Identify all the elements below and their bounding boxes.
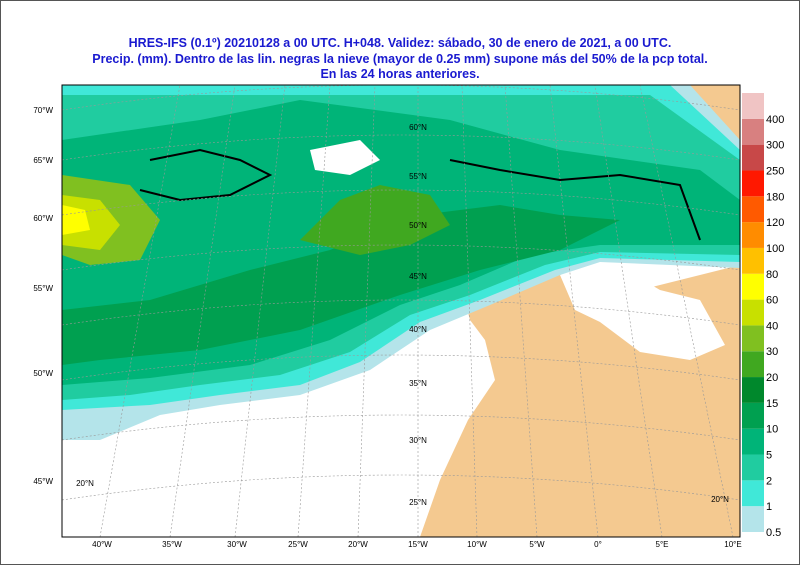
lat-label: 50°N (409, 221, 427, 230)
legend-swatch (742, 299, 764, 326)
legend-swatch (742, 247, 764, 274)
legend-swatch (742, 170, 764, 197)
lon-label: 10°W (467, 540, 487, 549)
legend: 0.5 1 2 5 10 15 20 30 40 60 80 100 120 180 250 300 400 (742, 93, 784, 539)
lon-label: 25°W (288, 540, 308, 549)
legend-swatch (742, 480, 764, 507)
lon-label: 20°W (348, 540, 368, 549)
title-line: En las 24 horas anteriores. (320, 67, 479, 81)
legend-swatch (742, 93, 764, 119)
legend-label: 20 (766, 372, 778, 384)
legend-swatch (742, 144, 764, 171)
lat-label: 60°N (409, 123, 427, 132)
legend-label: 60 (766, 295, 778, 307)
lat-label: 30°N (409, 436, 427, 445)
lat-label: 20°N (711, 495, 729, 504)
lon-label: 65°W (33, 156, 53, 165)
title-line: Precip. (mm). Dentro de las lin. negras … (92, 52, 707, 66)
lon-label: 70°W (33, 106, 53, 115)
legend-label: 120 (766, 217, 784, 229)
legend-swatch (742, 222, 764, 248)
legend-label: 100 (766, 243, 784, 255)
legend-swatch (742, 454, 764, 481)
legend-label: 300 (766, 140, 784, 152)
labels: 70°W 65°W 60°W 55°W 50°W 45°W 40°W 35°W 30°W 25°W… (33, 106, 741, 549)
lon-label: 50°W (33, 369, 53, 378)
legend-label: 40 (766, 320, 778, 332)
lon-label: 35°W (162, 540, 182, 549)
legend-label: 250 (766, 165, 784, 177)
map-border (61, 84, 741, 538)
legend-label: 0.5 (766, 527, 781, 539)
legend-label: 30 (766, 346, 778, 358)
lon-label: 0° (594, 540, 602, 549)
lon-label: 40°W (92, 540, 112, 549)
lat-label: 20°N (76, 479, 94, 488)
lon-label: 55°W (33, 284, 53, 293)
legend-label: 400 (766, 114, 784, 126)
title-line: HRES-IFS (0.1º) 20210128 a 00 UTC. H+048… (129, 36, 672, 50)
legend-swatch (742, 377, 764, 403)
legend-label: 5 (766, 450, 772, 462)
lon-label: 45°W (33, 477, 53, 486)
lon-label: 10°E (724, 540, 741, 549)
legend-swatch (742, 273, 764, 300)
map-area (62, 85, 740, 537)
legend-swatch (742, 118, 764, 145)
lat-label: 55°N (409, 172, 427, 181)
legend-swatch (742, 325, 764, 352)
legend-label: 2 (766, 475, 772, 487)
legend-label: 1 (766, 501, 772, 513)
legend-label: 80 (766, 269, 778, 281)
lon-label: 15°W (408, 540, 428, 549)
lon-label: 5°W (529, 540, 545, 549)
legend-label: 180 (766, 191, 784, 203)
legend-swatch (742, 506, 764, 532)
legend-label: 15 (766, 398, 778, 410)
lat-label: 45°N (409, 272, 427, 281)
lon-label: 30°W (227, 540, 247, 549)
lat-label: 25°N (409, 498, 427, 507)
lat-label: 35°N (409, 379, 427, 388)
lon-label: 60°W (33, 214, 53, 223)
lon-label: 5°E (656, 540, 669, 549)
lat-label: 40°N (409, 325, 427, 334)
legend-swatch (742, 428, 764, 455)
legend-swatch (742, 351, 764, 378)
legend-label: 10 (766, 424, 778, 436)
legend-swatch (742, 196, 764, 223)
legend-swatch (742, 402, 764, 429)
